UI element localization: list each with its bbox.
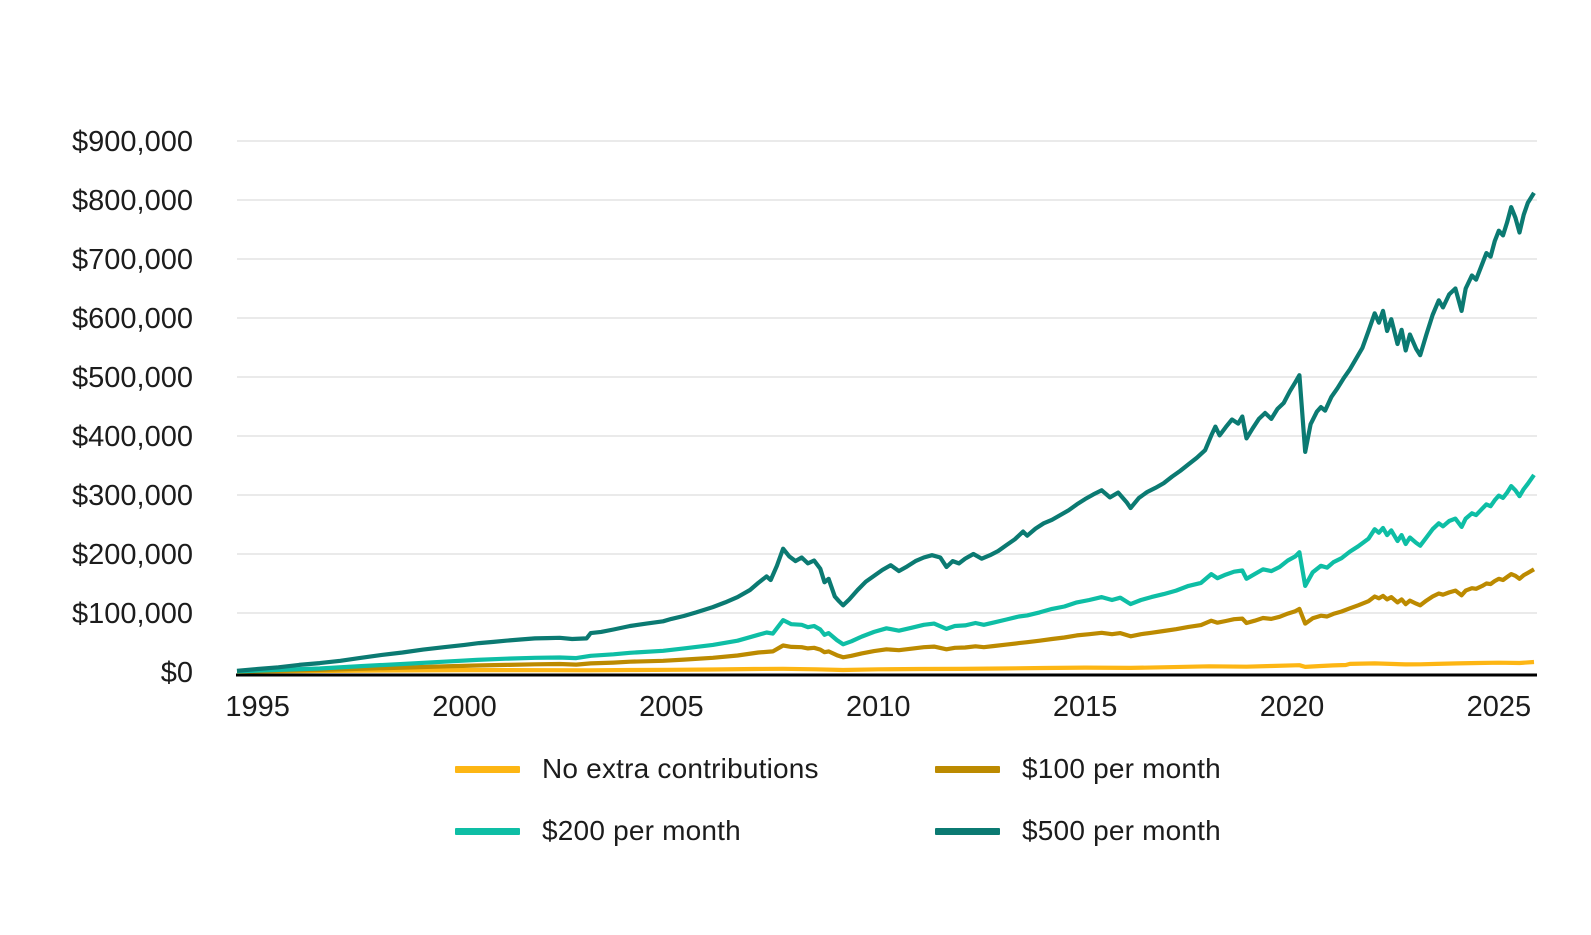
legend-swatch-200-per-month-icon xyxy=(455,827,520,835)
chart-area: $0 $100,000 $200,000 $300,000 $400,000 $500,0… xyxy=(72,126,1537,723)
x-tick-label: 2010 xyxy=(846,691,911,723)
series-line-0 xyxy=(236,659,1535,674)
gridlines xyxy=(237,140,1537,614)
legend-item-200-per-month: $200 per month xyxy=(455,814,935,848)
y-axis-labels: $0 $100,000 $200,000 $300,000 $400,000 $500,0… xyxy=(72,126,193,689)
series-line-2 xyxy=(236,473,1536,674)
y-tick-label: $700,000 xyxy=(72,244,193,276)
y-tick-label: $200,000 xyxy=(72,539,193,571)
x-tick-label: 2025 xyxy=(1467,691,1532,723)
x-tick-label: 2020 xyxy=(1260,691,1325,723)
y-tick-label: $900,000 xyxy=(72,126,193,158)
x-tick-label: 2005 xyxy=(639,691,704,723)
legend-swatch-no-extra-contributions-icon xyxy=(455,765,520,773)
series-line-3 xyxy=(236,191,1536,673)
legend-item-500-per-month: $500 per month xyxy=(935,814,1221,848)
y-tick-label: $600,000 xyxy=(72,303,193,335)
legend-swatch-100-per-month-icon xyxy=(935,765,1000,773)
legend-label-no-extra-contributions: No extra contributions xyxy=(542,753,819,784)
x-tick-label: 1995 xyxy=(225,691,290,723)
series-line-1 xyxy=(236,567,1536,674)
x-axis-labels: 1995 2000 2005 2010 2015 2020 2025 xyxy=(225,691,1531,723)
legend-item-no-extra-contributions: No extra contributions xyxy=(455,752,935,786)
y-tick-label: $100,000 xyxy=(72,598,193,630)
legend-item-100-per-month: $100 per month xyxy=(935,752,1221,786)
line-chart: $0 $100,000 $200,000 $300,000 $400,000 $500,0… xyxy=(72,126,1537,723)
y-tick-label: $500,000 xyxy=(72,362,193,394)
x-tick-label: 2000 xyxy=(432,691,497,723)
legend-label-200-per-month: $200 per month xyxy=(542,815,741,846)
chart-legend: No extra contributions $100 per month $2… xyxy=(455,752,1221,848)
x-tick-label: 2015 xyxy=(1053,691,1118,723)
y-tick-label: $800,000 xyxy=(72,185,193,217)
legend-label-500-per-month: $500 per month xyxy=(1022,815,1221,846)
legend-label-100-per-month: $100 per month xyxy=(1022,753,1221,784)
y-tick-label: $300,000 xyxy=(72,480,193,512)
legend-swatch-500-per-month-icon xyxy=(935,827,1000,835)
y-tick-label: $400,000 xyxy=(72,421,193,453)
y-tick-label: $0 xyxy=(161,657,193,689)
